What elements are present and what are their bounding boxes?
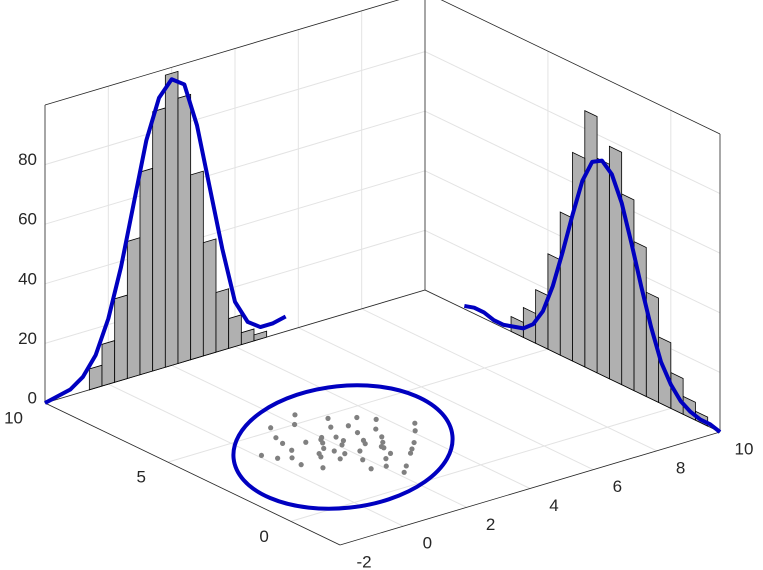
scatter-point (316, 450, 322, 457)
histogram-bar (253, 330, 268, 342)
scatter-point (292, 412, 298, 418)
scatter-point (340, 438, 347, 444)
scatter-point (279, 440, 286, 446)
scatter-point (354, 414, 360, 421)
axis-edge (440, 0, 721, 135)
grid-line (424, 51, 721, 195)
scatter-point (407, 450, 414, 456)
scatter-point (401, 469, 407, 475)
z-tick-label: 60 (18, 210, 37, 229)
scatter-point (339, 442, 345, 448)
scatter-point (321, 445, 327, 451)
grid-line (167, 348, 549, 463)
y-tick-label: 5 (136, 468, 145, 487)
histogram-bar (215, 288, 230, 353)
z-tick-label: 20 (18, 329, 37, 348)
x-tick-label: 8 (676, 458, 685, 477)
grid-line (44, 110, 426, 225)
histogram-bar (114, 294, 128, 383)
scatter-point (357, 448, 363, 454)
scatter-point (268, 425, 274, 431)
histogram-bar (228, 314, 242, 349)
grid-line (44, 51, 426, 166)
histogram-bar (596, 157, 610, 380)
histogram-bar (152, 107, 166, 372)
scatter-point (360, 457, 366, 463)
scatter-point (303, 439, 309, 445)
scatter-point (289, 447, 295, 453)
scatter-point (383, 463, 389, 469)
x-tick-label: 2 (486, 515, 495, 534)
axis-edge (44, 402, 341, 546)
scatter-point (387, 450, 394, 457)
histogram-bar (139, 167, 154, 376)
x-tick-label: 6 (613, 477, 622, 496)
histogram-bar (164, 70, 179, 368)
y-tick-label: 10 (4, 408, 23, 427)
fit-line (44, 77, 287, 405)
scatter-point (337, 456, 343, 462)
grid-line (44, 170, 426, 285)
scatter-point (320, 465, 326, 471)
scatter-point (411, 439, 417, 446)
scatter-point (320, 440, 326, 446)
axis-edge (44, 0, 400, 106)
scatter-point (360, 437, 367, 443)
x-tick-label: 0 (423, 534, 432, 553)
scatter-point (383, 456, 389, 462)
scatter-point (345, 423, 351, 429)
z-tick-label: 80 (18, 150, 37, 169)
scatter-point (275, 455, 281, 461)
histogram-bar (547, 253, 561, 356)
y-tick-label: 0 (259, 527, 268, 546)
x-tick-label: 10 (735, 439, 754, 458)
scatter-point (333, 434, 339, 440)
histogram-bar (584, 110, 598, 374)
scatter-point (289, 455, 295, 461)
histogram-bar (240, 328, 255, 346)
histogram-bar (88, 364, 103, 391)
histogram-bar (177, 93, 192, 364)
scatter-point (412, 428, 418, 434)
scatter-point (342, 451, 348, 457)
x-tick-label: 4 (549, 496, 558, 515)
tick-labels: 0 20 40 60 80 -2 0 2 4 6 8 10 0 5 10 (4, 150, 753, 570)
scatter-point (373, 426, 379, 432)
grid-line (290, 407, 671, 522)
histogram-bar (190, 170, 204, 361)
scatter-point (409, 446, 415, 452)
scatter-point (373, 416, 379, 422)
scatter-point (291, 421, 298, 428)
axis-edge (339, 431, 721, 546)
z-tick-label: 0 (28, 388, 37, 407)
histogram-bar (202, 238, 217, 357)
scatter-point (379, 434, 385, 440)
x-tick-label: -2 (356, 552, 371, 570)
scatter-point (325, 415, 331, 421)
plot-area (44, 70, 722, 475)
scatter-point (412, 420, 418, 426)
scatter-point (368, 466, 374, 472)
scatter-point (331, 448, 337, 454)
z-tick-label: 40 (18, 269, 37, 288)
histogram-bar (608, 145, 623, 386)
scatter-point (403, 463, 409, 469)
scatter-point (258, 452, 265, 459)
scatter-point (298, 462, 304, 468)
scatter-point (381, 445, 387, 451)
fit-line (463, 158, 722, 434)
histogram-bar (101, 340, 116, 387)
scatter-point (328, 424, 334, 430)
scatter-point (319, 434, 325, 441)
contour-ellipse (231, 383, 455, 511)
histogram-bar (126, 237, 141, 380)
scatter-point (380, 439, 386, 445)
scatter-point (354, 429, 361, 436)
scatter-point (273, 435, 279, 441)
